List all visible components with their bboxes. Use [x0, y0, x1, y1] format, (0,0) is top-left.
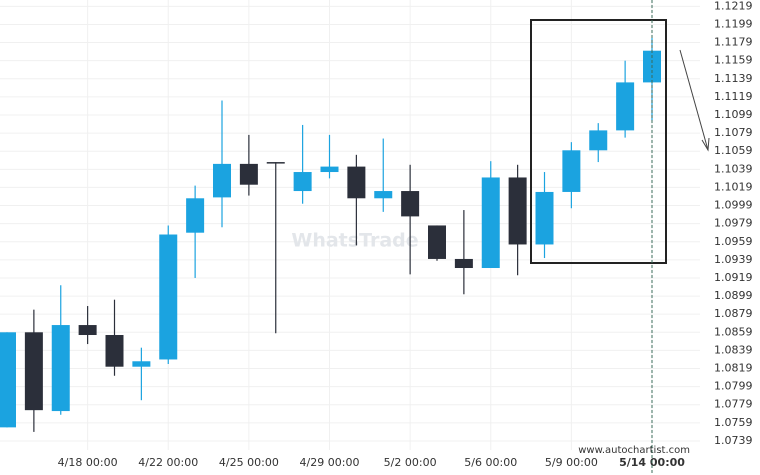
- y-tick-label: 1.0939: [714, 253, 753, 266]
- y-tick-label: 1.0959: [714, 235, 753, 248]
- candle-body: [562, 150, 581, 192]
- y-tick-label: 1.0859: [714, 325, 753, 338]
- x-tick-label: 5/9 00:00: [545, 456, 598, 469]
- x-tick-label: 4/22 00:00: [138, 456, 198, 469]
- y-tick-label: 1.0979: [714, 217, 753, 230]
- y-tick-label: 1.1139: [714, 72, 753, 85]
- y-tick-label: 1.1119: [714, 90, 753, 103]
- x-tick-label: 4/29 00:00: [300, 456, 360, 469]
- y-tick-label: 1.1179: [714, 36, 753, 49]
- y-tick-label: 1.1199: [714, 17, 753, 30]
- candle-body: [481, 177, 500, 269]
- x-tick-label: 4/18 00:00: [58, 456, 118, 469]
- candle-body: [589, 130, 608, 151]
- candle-body: [105, 335, 124, 367]
- arrow-head: [701, 137, 710, 152]
- watermark: WhatsTrade: [291, 230, 418, 252]
- candle-body: [186, 198, 205, 233]
- candle-body: [239, 163, 258, 185]
- candle-body: [320, 166, 339, 173]
- candle-body: [78, 325, 97, 336]
- x-tick-label: 5/2 00:00: [384, 456, 437, 469]
- y-tick-label: 1.0899: [714, 289, 753, 302]
- x-tick-label: 5/6 00:00: [464, 456, 517, 469]
- candle-body: [374, 191, 393, 199]
- y-tick-label: 1.0819: [714, 362, 753, 375]
- candle-body: [159, 234, 178, 360]
- y-tick-label: 1.0879: [714, 307, 753, 320]
- y-tick-label: 1.1219: [714, 0, 753, 12]
- y-tick-label: 1.1079: [714, 126, 753, 139]
- candle-body: [266, 162, 285, 164]
- forecast-arrow: [679, 49, 709, 151]
- y-tick-label: 1.1099: [714, 108, 753, 121]
- candle-body: [401, 191, 420, 217]
- y-tick-label: 1.0759: [714, 416, 753, 429]
- y-tick-label: 1.1059: [714, 144, 753, 157]
- candle-body: [213, 163, 231, 198]
- candle-body: [428, 225, 446, 259]
- x-tick-label: 4/25 00:00: [219, 456, 279, 469]
- candle-body: [535, 191, 554, 245]
- candle-body: [51, 325, 70, 412]
- y-tick-label: 1.0839: [714, 343, 753, 356]
- y-tick-label: 1.1019: [714, 180, 753, 193]
- candle-body: [616, 82, 635, 131]
- candle-body: [0, 332, 16, 428]
- candle-body: [454, 258, 473, 269]
- y-tick-label: 1.0739: [714, 434, 753, 447]
- pattern-box: [530, 19, 667, 264]
- candle-body: [508, 177, 527, 245]
- source: www.autochartist.com: [578, 445, 690, 456]
- y-tick-label: 1.1159: [714, 54, 753, 67]
- candle-body: [347, 166, 366, 199]
- candle-body: [24, 332, 43, 411]
- candle-body: [132, 361, 151, 367]
- candle-body: [293, 172, 312, 192]
- y-tick-label: 1.0999: [714, 199, 753, 212]
- y-tick-label: 1.0799: [714, 380, 753, 393]
- y-tick-label: 1.0779: [714, 398, 753, 411]
- y-tick-label: 1.1039: [714, 162, 753, 175]
- y-tick-label: 1.0919: [714, 271, 753, 284]
